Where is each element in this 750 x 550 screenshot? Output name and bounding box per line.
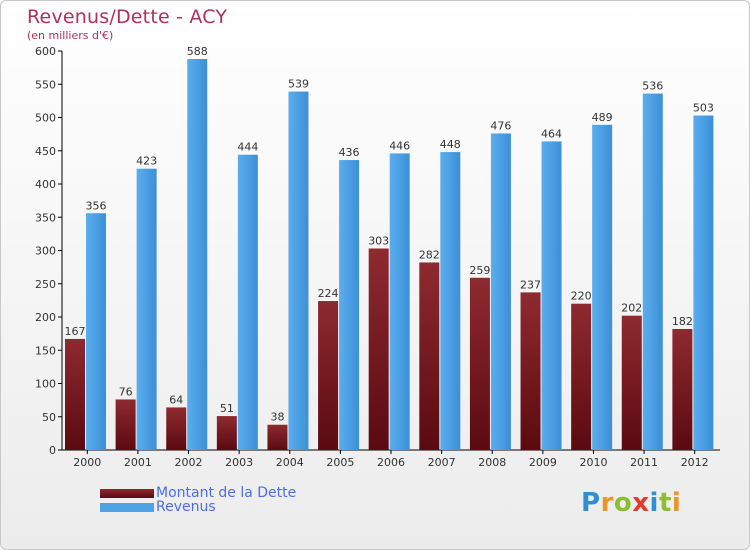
bars-layer [65, 58, 714, 451]
bar-value-label: 76 [119, 385, 133, 398]
bar-value-label: 303 [368, 235, 389, 248]
legend-swatch-revenus [100, 502, 154, 512]
x-tick-label: 2001 [124, 456, 152, 469]
bar-revenus [642, 93, 663, 450]
legend-label-revenus: Revenus [156, 499, 216, 515]
bar-dette [469, 277, 490, 450]
bar-revenus [693, 115, 714, 450]
bar-value-label: 220 [571, 290, 592, 303]
bar-revenus [86, 213, 106, 450]
bar-revenus [440, 152, 461, 450]
bar-dette [166, 407, 187, 450]
x-tick-label: 2007 [428, 456, 456, 469]
bar-value-label: 448 [440, 138, 461, 151]
bar-value-label: 224 [318, 287, 339, 300]
bar-value-label: 237 [520, 278, 541, 291]
bar-dette [115, 399, 136, 450]
legend-item-revenus: Revenus [100, 500, 296, 514]
x-tick-label: 2003 [225, 456, 253, 469]
y-tick-label: 550 [35, 78, 56, 91]
bar-dette [621, 315, 642, 450]
bar-value-label: 51 [220, 402, 234, 415]
bar-value-label: 539 [288, 78, 309, 91]
bar-revenus [136, 168, 157, 450]
bar-value-label: 489 [592, 111, 613, 124]
legend-label-dette: Montant de la Dette [156, 485, 297, 501]
x-tick-label: 2002 [175, 456, 203, 469]
bar-revenus [237, 154, 258, 451]
labels-layer: 167 356 76 423 64 588 51 444 38 539 224 436 303 446 28… [65, 45, 714, 424]
bar-value-label: 588 [187, 45, 208, 58]
bar-value-label: 182 [672, 315, 693, 328]
y-tick-label: 600 [35, 45, 56, 58]
y-tick-label: 0 [49, 444, 56, 457]
bar-value-label: 476 [490, 119, 511, 132]
y-tick-label: 350 [35, 211, 56, 224]
x-tick-label: 2000 [73, 456, 101, 469]
bar-value-label: 446 [389, 139, 410, 152]
bar-value-label: 38 [270, 411, 284, 424]
x-tick-label: 2006 [377, 456, 405, 469]
bar-dette [419, 262, 440, 450]
bar-value-label: 356 [86, 199, 107, 212]
axes-layer: 0 50 100 150 200 250 300 350 400 450 500 550 600 2000… [35, 45, 720, 469]
bar-value-label: 282 [419, 248, 440, 261]
bar-value-label: 423 [136, 155, 157, 168]
y-tick-label: 150 [35, 344, 56, 357]
bar-value-label: 259 [469, 264, 490, 277]
y-tick-label: 50 [42, 411, 56, 424]
bar-dette [267, 424, 288, 450]
bar-revenus [490, 133, 511, 450]
x-tick-label: 2011 [630, 456, 658, 469]
bar-value-label: 444 [237, 141, 258, 154]
chart-title: Revenus/Dette - ACY [27, 6, 228, 28]
bar-revenus [339, 160, 360, 450]
bar-revenus [288, 91, 309, 450]
y-tick-label: 400 [35, 178, 56, 191]
logo-letter: x [632, 488, 650, 518]
bar-value-label: 64 [169, 393, 183, 406]
bar-revenus [592, 124, 613, 450]
logo-letter: o [613, 488, 633, 518]
x-tick-label: 2009 [529, 456, 557, 469]
x-tick-label: 2005 [326, 456, 354, 469]
legend-item-dette: Montant de la Dette [100, 486, 296, 500]
legend-swatch-dette [100, 488, 154, 498]
bar-revenus [389, 153, 410, 450]
bar-dette [318, 301, 339, 450]
bar-dette [571, 303, 592, 450]
bar-dette [368, 248, 389, 450]
y-tick-label: 500 [35, 112, 56, 125]
bar-dette [672, 328, 693, 450]
bar-value-label: 503 [693, 102, 714, 115]
y-tick-label: 200 [35, 311, 56, 324]
logo-letter: P [581, 488, 601, 518]
y-tick-label: 300 [35, 245, 56, 258]
x-tick-label: 2012 [681, 456, 709, 469]
bar-dette [216, 416, 237, 450]
bar-value-label: 202 [621, 302, 642, 315]
logo-letter: i [671, 488, 682, 518]
bar-dette [520, 292, 541, 450]
x-tick-label: 2010 [579, 456, 607, 469]
bar-value-label: 436 [339, 146, 360, 159]
x-tick-label: 2004 [276, 456, 304, 469]
chart-subtitle: (en milliers d'€) [27, 29, 114, 42]
bar-dette [65, 338, 85, 450]
bar-value-label: 167 [65, 325, 86, 338]
bar-revenus [187, 58, 208, 450]
proxiti-logo: Proxiti [581, 488, 681, 518]
y-tick-label: 100 [35, 378, 56, 391]
logo-letter: r [600, 488, 614, 518]
bar-revenus [541, 141, 562, 450]
bar-value-label: 464 [541, 127, 562, 140]
logo-letter: t [658, 488, 672, 518]
y-tick-label: 450 [35, 145, 56, 158]
bar-value-label: 536 [642, 80, 663, 93]
legend: Montant de la Dette Revenus [100, 486, 296, 514]
y-tick-label: 250 [35, 278, 56, 291]
x-tick-label: 2008 [478, 456, 506, 469]
logo-letter: i [649, 488, 659, 518]
